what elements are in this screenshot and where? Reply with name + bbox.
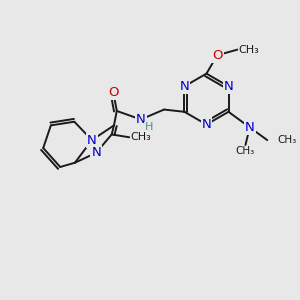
Text: H: H xyxy=(145,122,153,132)
Text: CH₃: CH₃ xyxy=(130,132,152,142)
Text: N: N xyxy=(136,113,146,126)
Text: N: N xyxy=(91,146,101,159)
Text: CH₃: CH₃ xyxy=(236,146,255,156)
Text: CH₃: CH₃ xyxy=(238,45,259,55)
Text: O: O xyxy=(108,86,119,99)
Text: N: N xyxy=(224,80,233,93)
Text: N: N xyxy=(245,121,255,134)
Text: N: N xyxy=(179,80,189,93)
Text: CH₃: CH₃ xyxy=(277,135,296,145)
Text: O: O xyxy=(212,49,223,62)
Text: N: N xyxy=(202,118,211,131)
Text: N: N xyxy=(87,134,97,147)
